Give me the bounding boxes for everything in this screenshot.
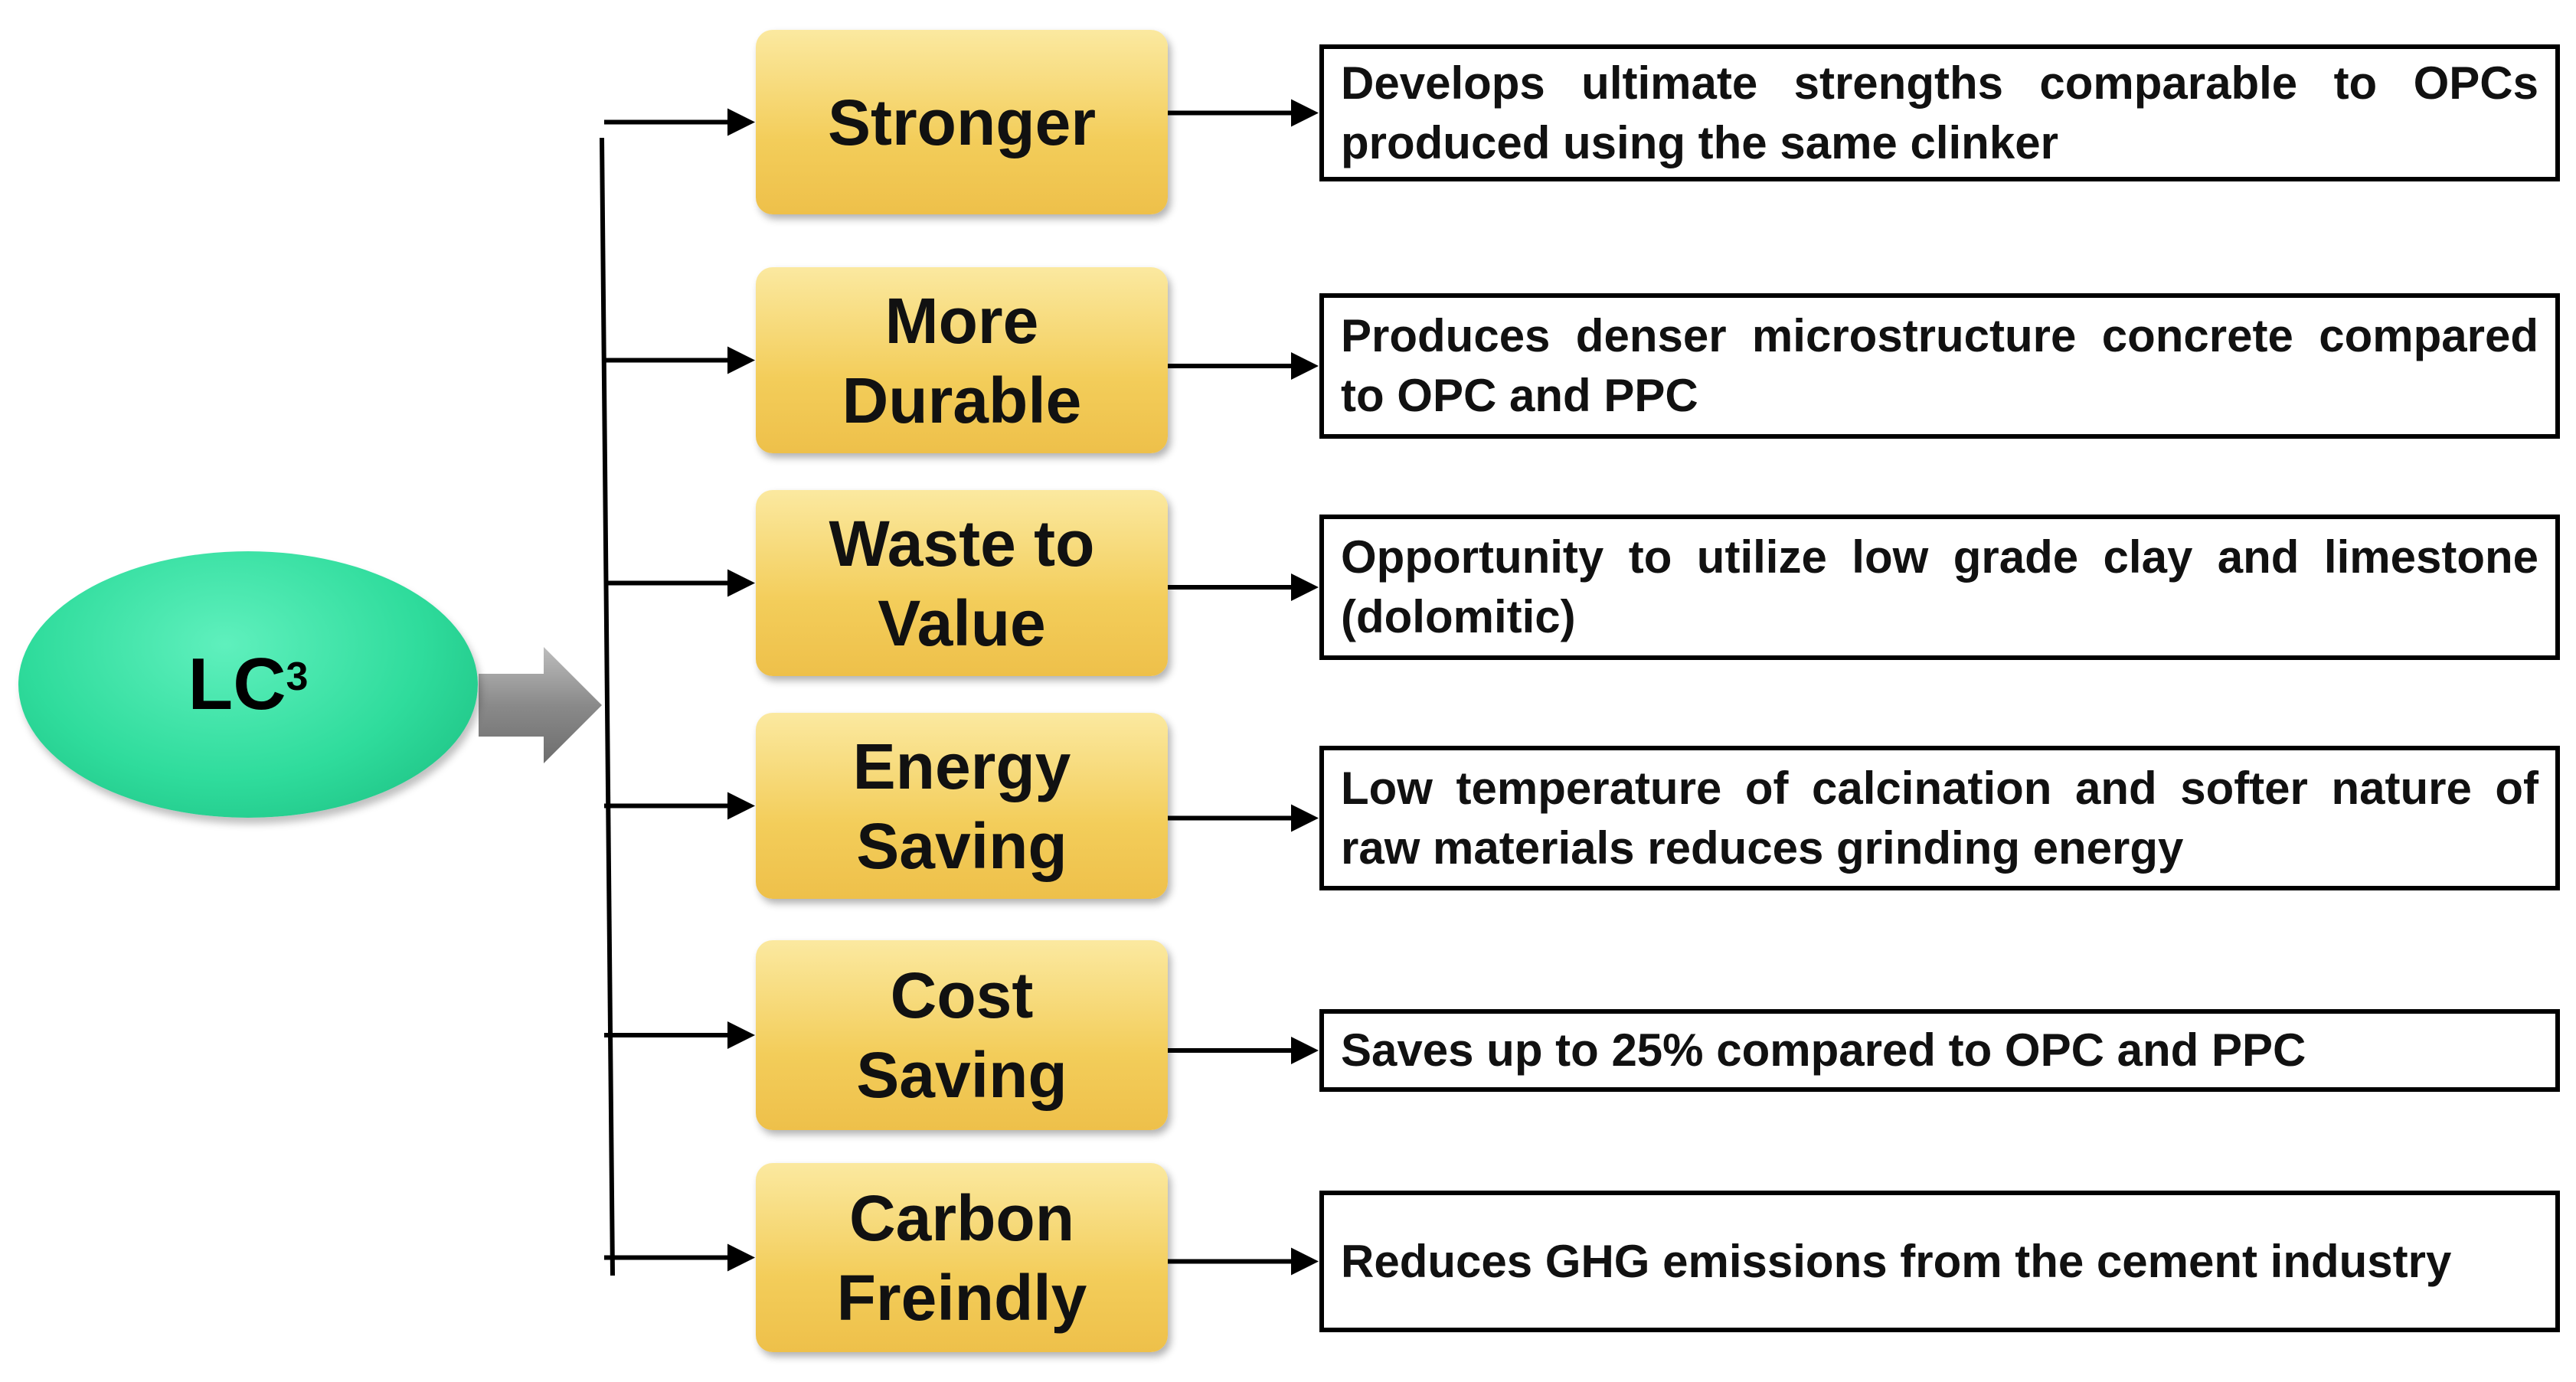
description-text: Opportunity to utilize low grade clay an… [1341, 531, 2538, 642]
benefit-label: Durable [842, 364, 1082, 436]
description-box: Reduces GHG emissions from the cement in… [1319, 1191, 2560, 1332]
description-box: Low temperature of calcination and softe… [1319, 746, 2560, 890]
benefit-label: Freindly [836, 1261, 1087, 1334]
trunk-line [600, 137, 615, 1276]
description-text: Low temperature of calcination and softe… [1341, 762, 2538, 874]
description-box: Develops ultimate strengths comparable t… [1319, 44, 2560, 181]
benefit-label: Stronger [827, 86, 1097, 158]
description-box: Produces denser microstructure concrete … [1319, 293, 2560, 439]
benefit-label: Waste to [829, 507, 1095, 580]
benefit-label: Cost [890, 959, 1034, 1031]
root-superscript: 3 [286, 655, 309, 699]
benefit-box: Energy Saving [756, 713, 1168, 899]
root-label: LC [188, 643, 286, 725]
benefit-box: Carbon Freindly [756, 1163, 1168, 1352]
benefit-label: More [884, 284, 1039, 357]
benefit-label: Saving [856, 1039, 1067, 1111]
description-box: Opportunity to utilize low grade clay an… [1319, 515, 2560, 660]
benefit-box: Cost Saving [756, 940, 1168, 1130]
root-node: LC 3 [18, 551, 478, 818]
big-arrow [479, 647, 602, 763]
benefit-label: Energy [852, 730, 1071, 802]
description-text: Reduces GHG emissions from the cement in… [1341, 1235, 2452, 1287]
benefit-box: Waste to Value [756, 490, 1168, 676]
benefit-box: Stronger [756, 30, 1168, 214]
description-text: Produces denser microstructure concrete … [1341, 310, 2538, 421]
description-text: Develops ultimate strengths comparable t… [1341, 57, 2538, 168]
description-box: Saves up to 25% compared to OPC and PPC [1319, 1009, 2560, 1092]
benefit-label: Carbon [849, 1181, 1074, 1254]
benefit-box: More Durable [756, 267, 1168, 453]
benefit-label: Saving [856, 809, 1067, 882]
description-text: Saves up to 25% compared to OPC and PPC [1341, 1024, 2306, 1076]
benefit-label: Value [878, 586, 1046, 659]
